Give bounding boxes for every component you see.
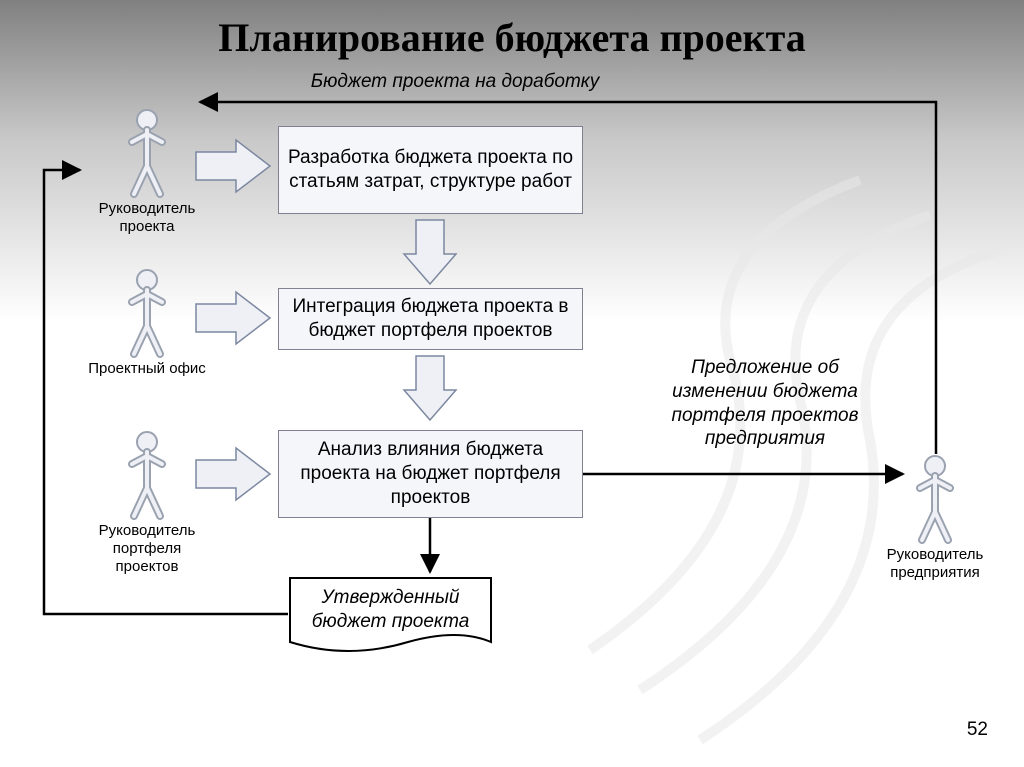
annot-rework: Бюджет проекта на доработку	[290, 70, 620, 94]
actor-portfolio-manager: Руководитель портфеля проектов	[82, 430, 212, 576]
box-step1: Разработка бюджета проекта по статьям за…	[278, 126, 583, 214]
actor-enterprise-manager: Руководитель предприятия	[870, 454, 1000, 582]
person-icon	[120, 108, 174, 198]
box-step2: Интеграция бюджета проекта в бюджет порт…	[278, 288, 583, 350]
doc-label: Утвержденный бюджет проекта	[288, 586, 493, 634]
actor-label: Руководитель проекта	[82, 200, 212, 236]
output-document: Утвержденный бюджет проекта	[288, 576, 493, 656]
actor-project-manager: Руководитель проекта	[82, 108, 212, 236]
actor-project-office: Проектный офис	[82, 268, 212, 378]
actor-label: Руководитель предприятия	[870, 546, 1000, 582]
actor-label: Проектный офис	[82, 360, 212, 378]
page-number: 52	[967, 719, 988, 741]
person-icon	[120, 430, 174, 520]
person-icon	[908, 454, 962, 544]
page-title: Планирование бюджета проекта	[0, 0, 1024, 61]
person-icon	[120, 268, 174, 358]
actor-label: Руководитель портфеля проектов	[82, 522, 212, 576]
box-step3: Анализ влияния бюджета проекта на бюджет…	[278, 430, 583, 518]
annot-change: Предложение об изменении бюджета портфел…	[650, 356, 880, 451]
